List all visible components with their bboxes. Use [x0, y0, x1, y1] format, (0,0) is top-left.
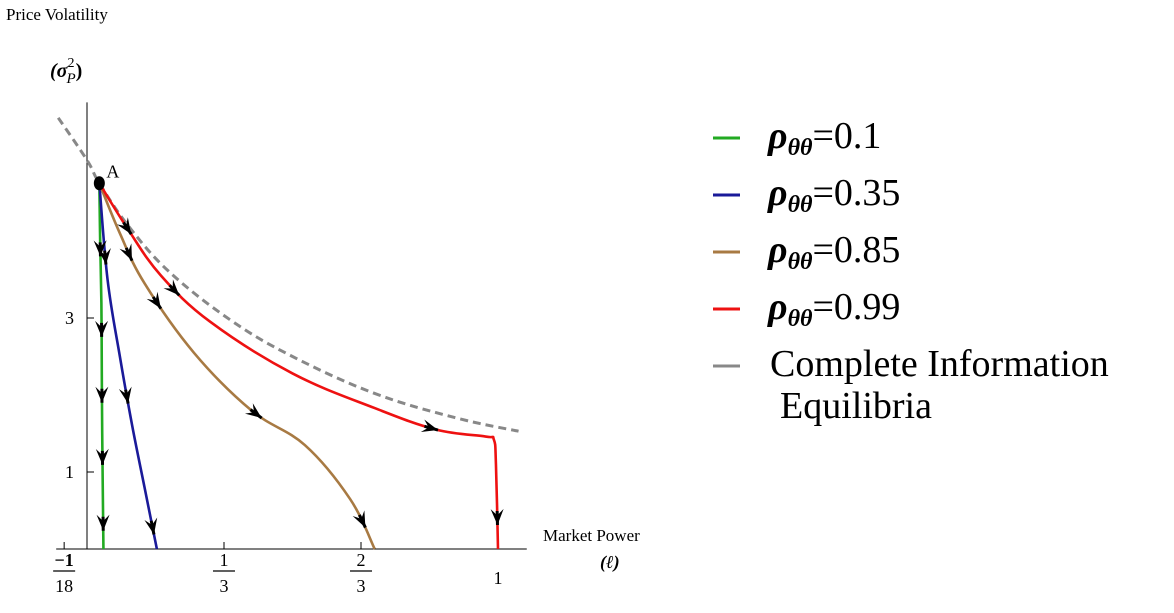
arrow-head — [97, 247, 111, 265]
x-tick-numerator: −1 — [55, 550, 74, 570]
legend-label: ρθθ=0.85 — [767, 229, 900, 275]
x-ticks: −1 18 1 3 2 3 1 — [53, 542, 503, 596]
legend-item-1: ρθθ=0.1 — [713, 115, 881, 161]
legend-label-line1: Complete Information — [770, 343, 1109, 385]
x-axis-symbol: (ℓ) — [600, 552, 620, 573]
arrow-head — [119, 243, 132, 261]
series-line-1 — [98, 183, 105, 550]
arrow-head — [93, 240, 107, 257]
x-axis-title: Market Power — [543, 526, 640, 545]
arrow-head — [420, 419, 438, 433]
series-line-2 — [98, 183, 159, 550]
arrow-head — [116, 217, 132, 235]
y-ticks: 13 — [65, 308, 94, 482]
y-axis-symbol: (σ2 P) — [50, 56, 82, 87]
arrow-layer — [93, 217, 504, 535]
series-line-3 — [98, 182, 376, 550]
y-tick-label: 1 — [65, 462, 74, 482]
x-tick-numerator: 1 — [219, 550, 228, 570]
arrow-head — [96, 514, 110, 531]
point-a-label: A — [106, 161, 119, 181]
arrow-head — [95, 386, 109, 403]
legend-label: ρθθ=0.1 — [767, 115, 881, 161]
x-tick-denominator: 3 — [357, 576, 366, 596]
x-tick-denominator: 18 — [55, 576, 73, 596]
arrow-head — [490, 508, 504, 525]
arrow-head — [163, 279, 180, 296]
legend-label: ρθθ=0.35 — [767, 172, 900, 218]
legend-item-4: ρθθ=0.99 — [713, 286, 900, 332]
arrow-head — [144, 517, 158, 535]
arrow-head — [95, 448, 109, 465]
legend-label-line2: Equilibria — [780, 385, 932, 427]
complete-information-curve — [56, 116, 519, 433]
x-tick-denominator: 3 — [219, 576, 228, 596]
y-axis-title: Price Volatility — [6, 5, 108, 24]
arrow-head — [95, 320, 109, 337]
arrow-head — [146, 291, 161, 309]
legend: ρθθ=0.1 ρθθ=0.35 ρθθ=0.85 ρθθ=0.99 Complete … — [713, 115, 1109, 427]
point-a-marker — [93, 176, 105, 191]
y-tick-label: 3 — [65, 308, 74, 328]
point-layer: A — [93, 161, 119, 191]
arrow-head — [118, 386, 132, 404]
series-layer — [56, 116, 519, 550]
series-line-4 — [98, 182, 500, 550]
legend-item-2: ρθθ=0.35 — [713, 172, 900, 218]
legend-item-3: ρθθ=0.85 — [713, 229, 900, 275]
arrow-head — [244, 403, 262, 419]
arrow-head — [352, 510, 366, 528]
legend-label: ρθθ=0.99 — [767, 286, 900, 332]
x-tick-label: 1 — [494, 568, 503, 588]
x-tick-numerator: 2 — [357, 550, 366, 570]
